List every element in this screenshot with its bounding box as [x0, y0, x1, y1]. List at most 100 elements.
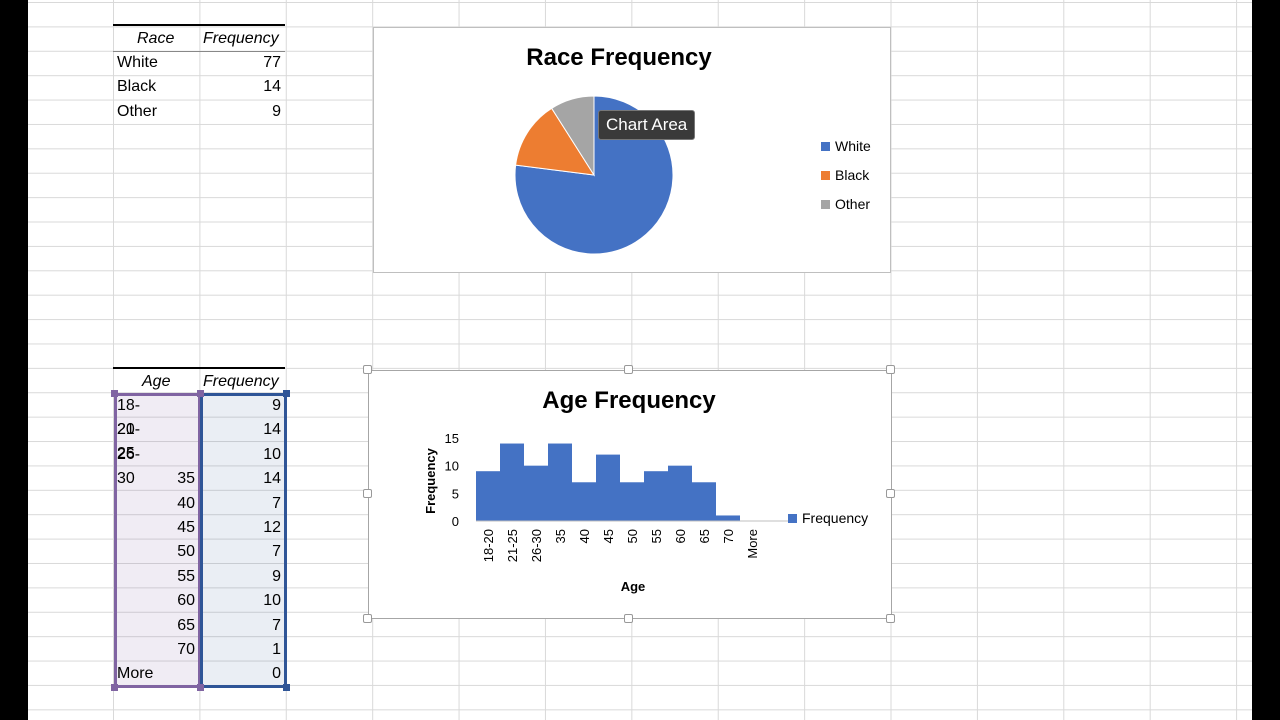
bar-65[interactable] — [692, 482, 716, 521]
x-axis-title[interactable]: Age — [621, 579, 646, 594]
y-tick-label: 5 — [452, 486, 459, 501]
bar-26-30[interactable] — [524, 465, 548, 521]
age-row-frequency-cell[interactable]: 7 — [272, 543, 281, 561]
age-row-label-cell[interactable]: 65 — [177, 616, 195, 634]
age-row-frequency-cell[interactable]: 9 — [272, 397, 281, 414]
race-header-divider — [113, 51, 285, 52]
resize-handle-top-right[interactable] — [886, 365, 895, 374]
age-row-label-cell[interactable]: More — [117, 665, 154, 683]
resize-handle-bottom-center[interactable] — [624, 614, 633, 623]
race-frequency-chart[interactable]: Race Frequency White Black Other Chart A… — [373, 27, 891, 273]
bar-50[interactable] — [620, 482, 644, 521]
legend-item-white[interactable]: White — [821, 138, 871, 154]
race-pie-plot[interactable] — [374, 28, 890, 272]
age-sel-handle-bottom-left[interactable] — [111, 684, 118, 691]
bar-21-25[interactable] — [500, 443, 524, 521]
spreadsheet-grid[interactable]: Race Frequency White 77 Black 14 Other 9 Age … — [28, 0, 1252, 720]
bar-35[interactable] — [548, 443, 572, 521]
age-range-selection[interactable] — [114, 393, 201, 688]
bar-60[interactable] — [668, 465, 692, 521]
age-row-frequency-cell[interactable]: 10 — [263, 592, 281, 610]
age-row-frequency-cell[interactable]: 9 — [272, 567, 281, 585]
resize-handle-bottom-right[interactable] — [886, 614, 895, 623]
race-row-frequency-cell[interactable]: 77 — [263, 54, 281, 71]
resize-handle-top-left[interactable] — [363, 365, 372, 374]
resize-handle-top-center[interactable] — [624, 365, 633, 374]
x-category-label: 70 — [721, 529, 736, 543]
age-row-label-cell[interactable]: 21-25 — [117, 421, 141, 463]
race-row-label-cell[interactable]: White — [117, 54, 158, 71]
age-row-frequency-cell[interactable]: 14 — [263, 421, 281, 439]
legend-label-other: Other — [835, 196, 871, 212]
x-category-label: 65 — [697, 529, 712, 543]
race-frequency-header[interactable]: Frequency — [203, 30, 279, 47]
race-header[interactable]: Race — [137, 30, 175, 47]
age-row-frequency-cell[interactable]: 10 — [263, 445, 281, 463]
legend-swatch-white — [821, 141, 830, 151]
age-row-label-cell[interactable]: 60 — [177, 592, 195, 610]
pie-slice-black[interactable] — [515, 107, 595, 176]
age-sel-handle-top-left[interactable] — [111, 390, 118, 397]
legend-item-other[interactable]: Other — [821, 196, 870, 212]
race-row-frequency-cell[interactable]: 9 — [272, 102, 281, 120]
bar-70[interactable] — [716, 515, 740, 521]
race-table-top-border — [113, 24, 285, 26]
age-chart-title[interactable]: Age Frequency — [542, 387, 716, 414]
age-sel-handle-top-right[interactable] — [197, 390, 204, 397]
race-row-label-cell[interactable]: Black — [117, 78, 157, 96]
frequency-range-selection[interactable] — [200, 393, 287, 688]
age-table-top-border — [113, 367, 285, 369]
age-header[interactable]: Age — [142, 373, 171, 390]
age-row-label-cell[interactable]: 40 — [177, 494, 195, 512]
age-row-frequency-cell[interactable]: 7 — [272, 616, 281, 634]
x-category-label: More — [745, 529, 760, 559]
race-row-frequency-cell[interactable]: 14 — [263, 78, 281, 96]
age-frequency-chart[interactable]: Age Frequency 0 5 10 15 18-20 21-25 26-30 35 40 4… — [368, 370, 892, 619]
x-category-label: 35 — [553, 529, 568, 543]
legend-label-white: White — [835, 138, 871, 154]
age-row-frequency-cell[interactable]: 1 — [272, 641, 281, 658]
legend-label-frequency: Frequency — [802, 510, 869, 526]
y-tick-label: 15 — [445, 431, 459, 446]
legend-label-black: Black — [835, 167, 870, 183]
bar-40[interactable] — [572, 482, 596, 521]
age-row-label-cell[interactable]: 18-20 — [117, 397, 141, 438]
legend-item-black[interactable]: Black — [821, 167, 869, 183]
resize-handle-bottom-left[interactable] — [363, 614, 372, 623]
race-row-label-cell[interactable]: Other — [117, 102, 158, 120]
age-row-frequency-cell[interactable]: 14 — [263, 470, 281, 488]
age-row-label-cell[interactable]: 50 — [177, 543, 195, 561]
resize-handle-middle-right[interactable] — [886, 489, 895, 498]
chart-area-tooltip: Chart Area — [598, 110, 696, 140]
bar-45[interactable] — [596, 454, 620, 521]
age-row-label-cell[interactable]: 35 — [177, 470, 195, 488]
freq-sel-handle-top-right[interactable] — [283, 390, 290, 397]
age-bar-plot[interactable]: 0 5 10 15 18-20 21-25 26-30 35 40 45 50 55 60 65 70 Mor… — [369, 371, 891, 618]
age-row-frequency-cell[interactable]: 12 — [263, 519, 281, 536]
y-axis-title[interactable]: Frequency — [423, 447, 438, 514]
age-row-label-cell[interactable]: 45 — [177, 519, 195, 536]
x-category-label: 60 — [673, 529, 688, 543]
freq-sel-handle-bottom-right[interactable] — [283, 684, 290, 691]
age-row-frequency-cell[interactable]: 7 — [272, 494, 281, 512]
legend-item-frequency[interactable]: Frequency — [788, 510, 868, 526]
age-row-label-cell[interactable]: 26-30 — [117, 445, 141, 487]
y-tick-label: 0 — [452, 514, 459, 529]
bar-55[interactable] — [644, 471, 668, 521]
x-category-label: 18-20 — [481, 529, 496, 562]
x-category-label: 26-30 — [529, 529, 544, 562]
x-category-label: 21-25 — [505, 529, 520, 562]
age-row-label-cell[interactable]: 55 — [177, 567, 195, 585]
age-row-frequency-cell[interactable]: 0 — [272, 665, 281, 683]
bar-18-20[interactable] — [476, 471, 500, 521]
pie-slice-other[interactable] — [550, 95, 595, 177]
legend-swatch-black — [821, 170, 830, 180]
y-tick-label: 10 — [445, 459, 459, 474]
x-category-label: 45 — [601, 529, 616, 543]
age-row-label-cell[interactable]: 70 — [177, 641, 195, 658]
age-frequency-header[interactable]: Frequency — [203, 373, 279, 390]
race-chart-title[interactable]: Race Frequency — [526, 44, 712, 71]
resize-handle-middle-left[interactable] — [363, 489, 372, 498]
x-category-label: 55 — [649, 529, 664, 543]
age-sel-handle-bottom-right[interactable] — [197, 684, 204, 691]
